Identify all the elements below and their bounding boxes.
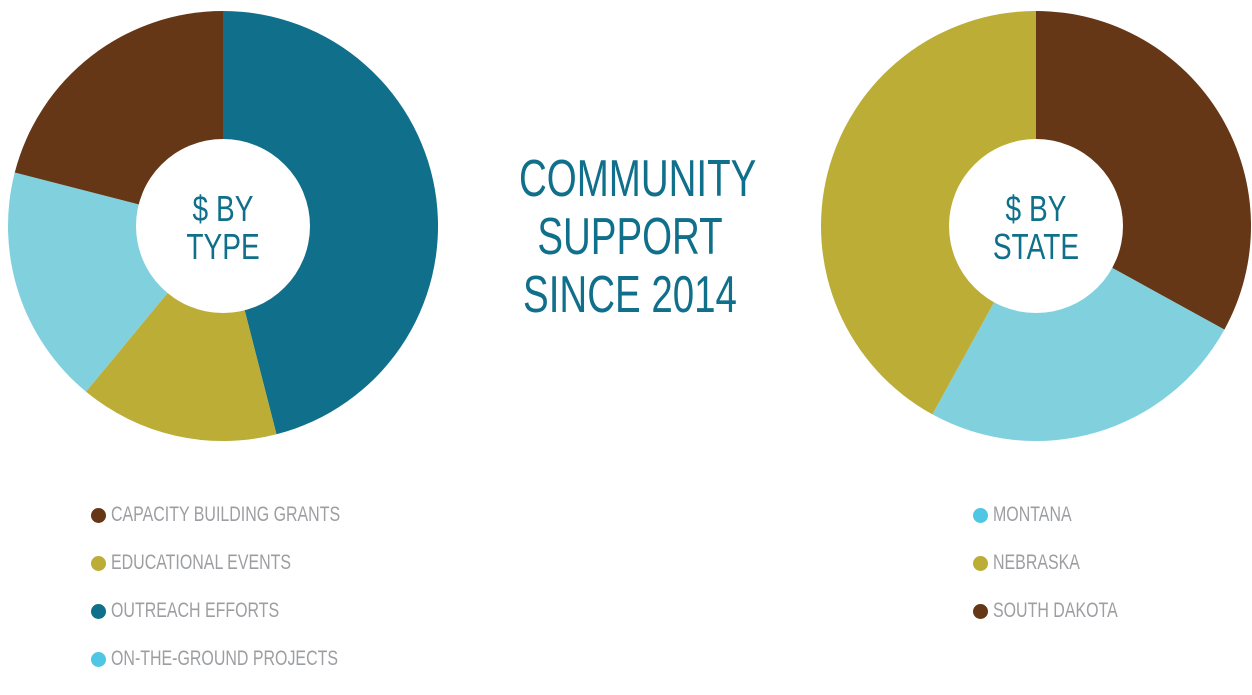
headline: COMMUNITY SUPPORT SINCE 2014 (519, 150, 757, 324)
headline-line-1: COMMUNITY (519, 150, 757, 208)
legend-label: MONTANA (993, 503, 1072, 526)
headline-line-3: SINCE 2014 (523, 266, 737, 324)
state-donut-hole (949, 139, 1123, 313)
state-center-line-1: $ BY (1005, 188, 1067, 229)
legend-item: EDUCATIONAL EVENTS (91, 551, 412, 575)
legend-label: ON-THE-GROUND PROJECTS (111, 647, 338, 670)
state-slice-nebraska (820, 11, 1036, 415)
legend-label: NEBRASKA (993, 551, 1080, 574)
type-center-line-2: TYPE (186, 226, 260, 267)
legend-item: SOUTH DAKOTA (973, 599, 1157, 623)
state-legend: MONTANA NEBRASKA SOUTH DAKOTA (973, 503, 1157, 647)
state-pie-chart (820, 11, 1252, 442)
legend-dot-icon (91, 555, 106, 571)
legend-label: OUTREACH EFFORTS (111, 599, 280, 622)
headline-line-2: SUPPORT (537, 208, 723, 266)
legend-dot-icon (91, 507, 106, 523)
legend-dot-icon (973, 555, 988, 571)
type-legend: CAPACITY BUILDING GRANTS EDUCATIONAL EVE… (91, 503, 412, 695)
legend-item: NEBRASKA (973, 551, 1157, 575)
legend-dot-icon (91, 603, 106, 619)
state-slice-montana (932, 226, 1225, 442)
state-chart-center-label: $ BY STATE (966, 190, 1106, 266)
legend-item: CAPACITY BUILDING GRANTS (91, 503, 412, 527)
legend-label: CAPACITY BUILDING GRANTS (111, 503, 341, 526)
legend-dot-icon (973, 603, 988, 619)
legend-item: ON-THE-GROUND PROJECTS (91, 647, 412, 671)
type-slice-outreach-efforts (223, 10, 439, 435)
legend-label: EDUCATIONAL EVENTS (111, 551, 292, 574)
legend-label: SOUTH DAKOTA (993, 599, 1118, 622)
type-donut-hole (136, 139, 310, 313)
legend-dot-icon (91, 651, 106, 667)
type-chart-center-label: $ BY TYPE (153, 190, 293, 266)
legend-item: OUTREACH EFFORTS (91, 599, 412, 623)
legend-item: MONTANA (973, 503, 1157, 527)
type-pie-chart (7, 10, 439, 442)
legend-dot-icon (973, 507, 988, 523)
state-center-line-2: STATE (992, 226, 1080, 267)
type-center-line-1: $ BY (192, 188, 254, 229)
